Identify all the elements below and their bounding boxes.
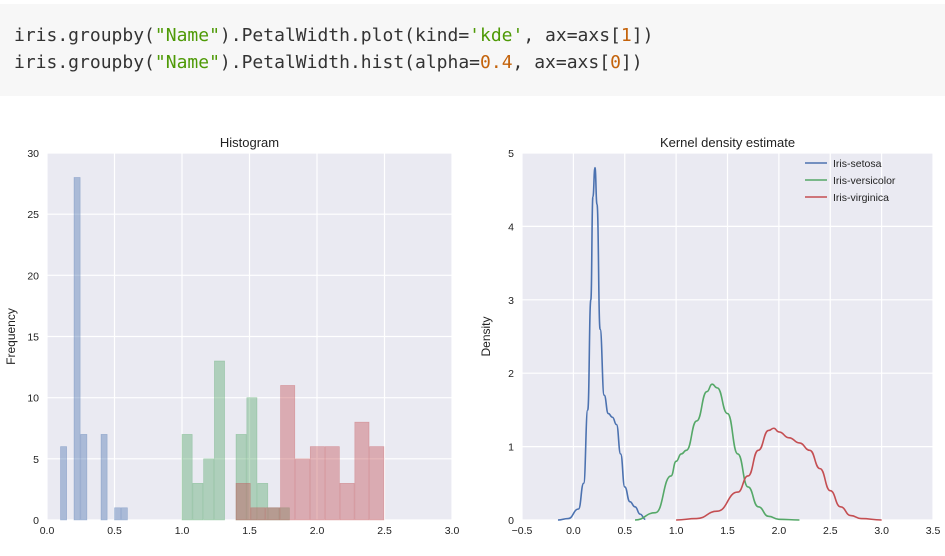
code-line-2: iris.groupby("Name").PetalWidth.hist(alp… xyxy=(14,49,931,76)
code-token: 0.4 xyxy=(480,52,513,73)
kde-chart: −0.5 0.0 0.5 1.0 1.5 2.0 2.5 3.0 3.5 0 1 2 3 4 5 Kernel… xyxy=(480,135,941,537)
y-tick-label: 3 xyxy=(508,295,514,307)
histogram-bar xyxy=(278,507,290,521)
histogram-bar xyxy=(354,421,370,521)
histogram-bar xyxy=(250,507,266,521)
histogram-bar xyxy=(80,434,88,521)
histogram-bar xyxy=(280,385,296,521)
legend-label: Iris-virginica xyxy=(833,192,889,204)
histogram-bar xyxy=(181,434,193,521)
x-tick-label: 3.5 xyxy=(926,525,941,537)
histogram-bar xyxy=(60,446,67,521)
histogram-bar xyxy=(192,482,204,521)
histogram-bar xyxy=(203,458,215,521)
x-tick-label: 0.5 xyxy=(107,525,122,537)
code-token: ]) xyxy=(620,52,643,73)
kde-line xyxy=(634,383,800,521)
histogram-bar xyxy=(73,177,81,521)
y-tick-label: 20 xyxy=(27,270,39,282)
code-token: ]) xyxy=(631,25,654,46)
code-line-1: iris.groupby("Name").PetalWidth.plot(kin… xyxy=(14,22,931,49)
histogram-bar xyxy=(235,434,247,521)
y-tick-label: 25 xyxy=(27,209,39,221)
code-token: iris.groupby( xyxy=(14,25,155,46)
code-token: "Name" xyxy=(154,25,220,46)
y-tick-label: 5 xyxy=(508,148,514,160)
chart-title: Histogram xyxy=(220,135,279,150)
histogram-bar xyxy=(324,446,340,521)
x-tick-label: 0.5 xyxy=(617,525,632,537)
y-tick-label: 0 xyxy=(508,515,514,527)
code-token: ).PetalWidth.hist(alpha= xyxy=(219,52,481,73)
x-tick-label: 0.0 xyxy=(566,525,581,537)
code-token: , ax=axs[ xyxy=(523,25,621,46)
chart-title: Kernel density estimate xyxy=(660,135,795,150)
histogram-bar xyxy=(114,507,121,521)
x-tick-label: 2.0 xyxy=(772,525,787,537)
y-tick-label: 4 xyxy=(508,221,514,233)
code-token: ).PetalWidth.plot(kind= xyxy=(219,25,470,46)
y-axis-label: Density xyxy=(480,316,493,356)
y-tick-label: 2 xyxy=(508,368,514,380)
code-token: iris.groupby( xyxy=(14,52,155,73)
x-tick-label: 2.5 xyxy=(377,525,392,537)
y-tick-label: 5 xyxy=(33,454,39,466)
y-tick-label: 1 xyxy=(508,442,514,454)
legend-label: Iris-setosa xyxy=(833,158,882,170)
histogram-chart: 0.0 0.5 1.0 1.5 2.0 2.5 3.0 0 5 10 15 20 25 30 Histogr… xyxy=(4,135,460,537)
code-token: 0 xyxy=(610,52,621,73)
code-token: "Name" xyxy=(154,52,220,73)
code-token: , ax=axs[ xyxy=(512,52,611,73)
histogram-bar xyxy=(369,446,385,521)
x-tick-label: 1.5 xyxy=(242,525,257,537)
histogram-bar xyxy=(309,446,325,521)
histogram-bar xyxy=(257,482,269,521)
y-tick-label: 0 xyxy=(33,515,39,527)
code-token: 'kde' xyxy=(469,25,524,46)
y-tick-label: 30 xyxy=(27,148,39,160)
histogram-bar xyxy=(268,507,279,521)
histogram-bar xyxy=(120,507,128,521)
x-tick-label: 1.5 xyxy=(720,525,735,537)
code-token: 1 xyxy=(620,25,632,46)
histogram-bar xyxy=(235,482,251,521)
x-tick-label: −0.5 xyxy=(512,525,533,537)
code-cell[interactable]: iris.groupby("Name").PetalWidth.plot(kin… xyxy=(0,4,945,96)
kde-line xyxy=(676,427,882,521)
y-tick-label: 15 xyxy=(27,332,39,344)
x-tick-label: 0.0 xyxy=(40,525,55,537)
x-tick-label: 3.0 xyxy=(874,525,889,537)
histogram-bar xyxy=(214,360,225,521)
kde-line xyxy=(557,166,646,521)
histogram-bar xyxy=(339,482,355,521)
y-axis-label: Frequency xyxy=(4,308,18,365)
x-tick-label: 3.0 xyxy=(445,525,460,537)
x-tick-label: 1.0 xyxy=(669,525,684,537)
y-tick-label: 10 xyxy=(27,393,39,405)
histogram-bar xyxy=(295,458,310,521)
x-tick-label: 2.5 xyxy=(823,525,838,537)
x-tick-label: 1.0 xyxy=(175,525,190,537)
histogram-bar xyxy=(265,507,281,521)
legend-label: Iris-versicolor xyxy=(833,175,896,187)
histogram-bar xyxy=(100,434,108,521)
histogram-bar xyxy=(246,397,258,521)
x-tick-label: 2.0 xyxy=(310,525,325,537)
